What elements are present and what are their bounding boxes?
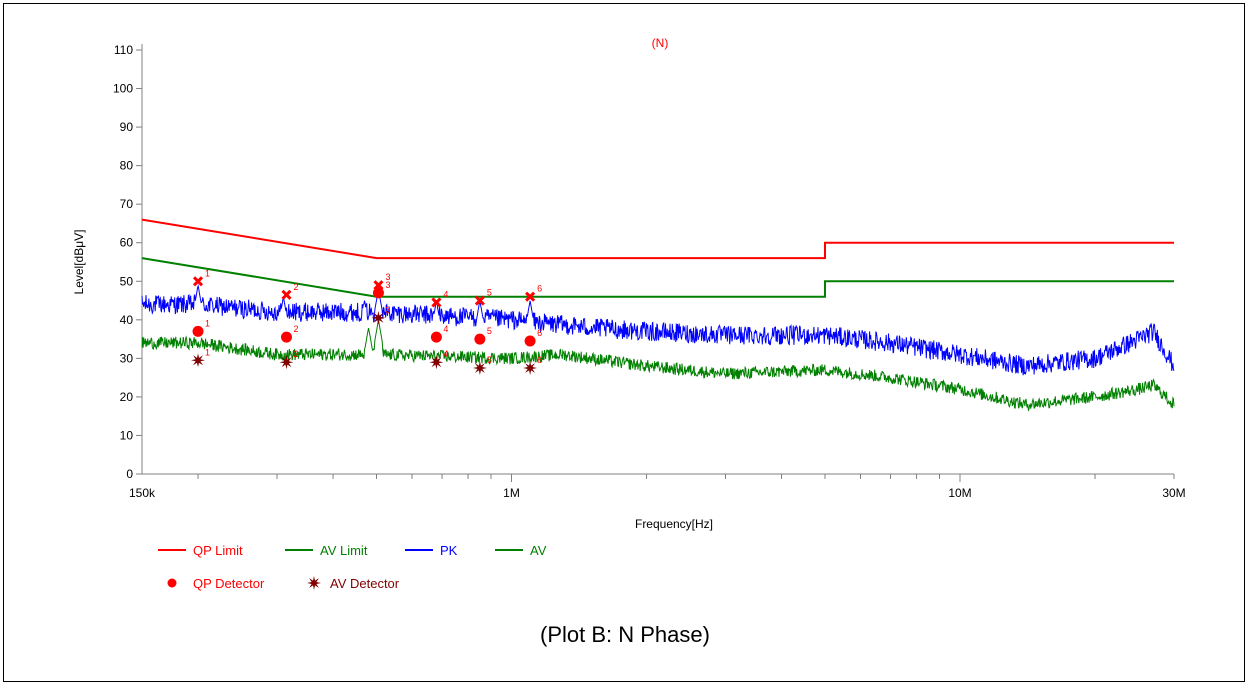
y-tick-label: 100 (113, 82, 133, 96)
peak-marker-stroke (281, 289, 292, 300)
av-detector-label: 5 (487, 355, 492, 365)
x-axis-label: Frequency[Hz] (635, 517, 713, 531)
y-tick-label: 80 (120, 159, 134, 173)
legend-label: QP Detector (193, 576, 265, 591)
y-ticks: 0 10 20 30 40 50 60 70 80 90 100 110 (113, 43, 142, 481)
y-tick-label: 50 (120, 274, 134, 288)
legend-label: AV Limit (320, 543, 368, 558)
series-av-detector: 1 2 3 4 5 6 (191, 305, 542, 375)
peak-marker-stroke (474, 295, 485, 306)
qp-limit-line (141, 218, 1174, 260)
series-pk (141, 284, 1175, 376)
peak-marker (281, 289, 292, 300)
qp-detector-label: 2 (294, 324, 299, 334)
av-detector-point (429, 355, 444, 370)
peak-marker-stroke (525, 291, 536, 302)
qp-detector-label: 3 (385, 280, 390, 290)
series-qp-detector: 1 2 3 4 5 6 (192, 280, 542, 347)
av-detector-point (472, 361, 487, 375)
series-av (141, 320, 1175, 412)
x-tick-label: 150k (129, 486, 156, 500)
legend-label: AV (530, 543, 547, 558)
y-tick-label: 90 (120, 120, 134, 134)
qp-detector-point (372, 287, 384, 299)
peak-marker (192, 276, 204, 287)
peak-marker (431, 297, 442, 308)
legend-item-av-limit: AV Limit (285, 543, 368, 558)
x-tick-label: 10M (948, 486, 971, 500)
av-detector-label: 3 (385, 305, 390, 315)
peak-marker-label: 4 (443, 289, 448, 299)
qp-detector-label: 6 (537, 328, 542, 338)
y-tick-label: 0 (126, 467, 133, 481)
av-trace (141, 320, 1175, 412)
y-tick-label: 110 (114, 43, 133, 57)
y-tick-label: 70 (120, 197, 134, 211)
av-detector-label: 1 (205, 347, 210, 357)
av-detector-point (523, 361, 538, 375)
qp-detector-point (474, 333, 486, 345)
y-tick-label: 20 (120, 390, 134, 404)
peak-marker-stroke (431, 297, 442, 308)
chart-title: (N) (652, 36, 669, 50)
y-tick-label: 30 (120, 351, 134, 365)
plot-caption: (Plot B: N Phase) (540, 622, 710, 647)
av-detector-label: 4 (443, 349, 448, 359)
peak-marker (525, 291, 536, 302)
qp-detector-point (430, 331, 442, 343)
peak-marker (373, 280, 384, 291)
y-axis-label: Level[dBμV] (72, 230, 86, 295)
peak-marker-label: 5 (487, 288, 492, 298)
peak-marker-label: 6 (537, 284, 542, 294)
legend-label: AV Detector (330, 576, 400, 591)
qp-detector-label: 4 (443, 324, 448, 334)
x-ticks: 150k 1M 10M 30M (129, 474, 1186, 500)
av-detector-point (279, 355, 294, 370)
peak-marker-stroke (373, 280, 384, 291)
peak-marker (474, 295, 485, 306)
pk-trace (141, 284, 1175, 376)
legend-swatch (307, 576, 321, 590)
peak-marker-label: 1 (205, 268, 210, 278)
qp-detector-label: 5 (487, 326, 492, 336)
peak-marker-label: 2 (294, 282, 299, 292)
qp-detector-point (524, 335, 536, 347)
qp-detector-point (281, 331, 293, 343)
legend-item-pk: PK (405, 543, 458, 558)
av-limit-line (141, 257, 1174, 298)
qp-detector-label: 1 (205, 318, 210, 328)
legend-item-av-detector: AV Detector (307, 576, 400, 591)
x-tick-label: 30M (1162, 486, 1185, 500)
y-tick-label: 10 (120, 428, 134, 442)
av-detector-point (191, 353, 205, 368)
x-tick-label: 1M (503, 486, 520, 500)
peak-marker-label: 3 (385, 272, 390, 282)
peak-markers: 1 2 3 4 5 6 (192, 268, 542, 308)
av-detector-label: 2 (294, 349, 299, 359)
legend-item-av: AV (495, 543, 547, 558)
figure-frame (3, 3, 1245, 682)
legend-item-qp-detector: QP Detector (167, 576, 265, 591)
y-tick-label: 40 (120, 313, 134, 327)
av-detector-point (371, 310, 386, 325)
series-av-limit (141, 257, 1174, 298)
legend-label: PK (440, 543, 458, 558)
av-detector-label: 6 (537, 355, 542, 365)
peak-marker-stroke (192, 276, 204, 287)
legend-label: QP Limit (193, 543, 243, 558)
series-qp-limit (141, 218, 1174, 260)
qp-detector-point (192, 325, 204, 337)
y-tick-label: 60 (120, 236, 134, 250)
legend-swatch (167, 578, 177, 588)
legend: QP Limit AV Limit PK AV QP Detector AV Detect… (158, 543, 547, 591)
legend-item-qp-limit: QP Limit (158, 543, 243, 558)
